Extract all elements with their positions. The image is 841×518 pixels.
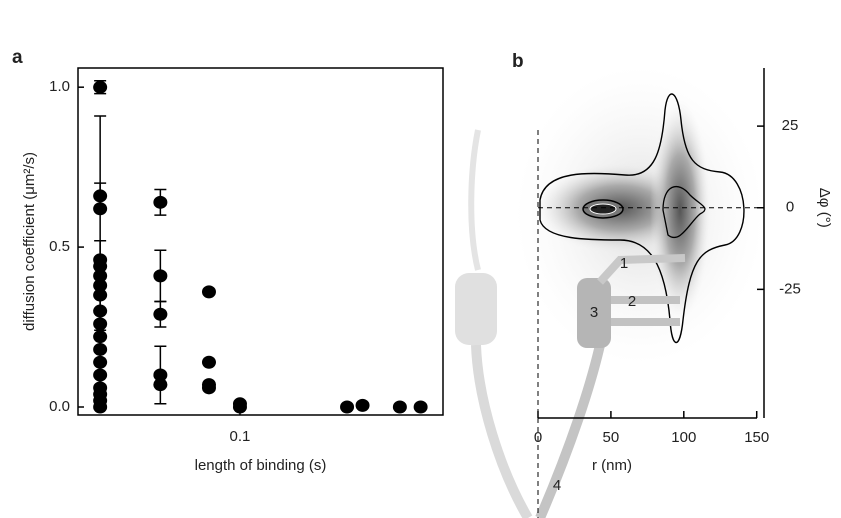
data-point <box>93 330 108 344</box>
x-tick-label: 150 <box>744 429 769 446</box>
data-point <box>93 355 108 369</box>
domain-label: 3 <box>590 304 598 321</box>
x-axis-label: length of binding (s) <box>195 457 327 474</box>
data-point <box>93 400 108 414</box>
x-axis-label: r (nm) <box>592 457 632 474</box>
data-point <box>153 307 168 321</box>
x-tick-label: 0 <box>534 429 542 446</box>
y-axis-label: Δφ (°) <box>816 188 833 228</box>
data-point <box>201 381 216 395</box>
data-point <box>232 400 247 414</box>
plot-frame <box>77 67 444 416</box>
data-point <box>93 368 108 382</box>
data-point <box>93 288 108 302</box>
data-point <box>93 80 108 94</box>
data-point <box>153 368 168 382</box>
x-tick-label: 100 <box>671 429 696 446</box>
y-tick-label: 0 <box>786 199 794 216</box>
x-tick-label: 0.1 <box>230 428 251 445</box>
panel-label: b <box>512 51 524 72</box>
data-point <box>355 398 370 412</box>
domain-label: 1 <box>620 255 628 272</box>
data-point <box>392 400 407 414</box>
data-point <box>201 355 216 369</box>
domain-label: 2 <box>628 293 636 310</box>
x-tick-label: 50 <box>603 429 620 446</box>
panel-label: a <box>12 47 23 68</box>
domain-label: 4 <box>553 477 561 494</box>
y-tick-label: 0.0 <box>49 398 70 415</box>
data-point <box>93 304 108 318</box>
data-point <box>153 269 168 283</box>
data-point <box>153 195 168 209</box>
molecule-sketch <box>455 129 686 518</box>
y-tick-label: 0.5 <box>49 238 70 255</box>
y-tick-label: 25 <box>782 117 799 134</box>
data-point <box>93 342 108 356</box>
y-tick-label: -25 <box>779 280 801 297</box>
data-point <box>413 400 428 414</box>
data-point <box>153 378 168 392</box>
data-point <box>340 400 355 414</box>
data-point <box>201 285 216 299</box>
data-point <box>93 278 108 292</box>
y-tick-label: 1.0 <box>49 78 70 95</box>
y-axis-label: diffusion coefficient (μm²/s) <box>21 152 38 331</box>
